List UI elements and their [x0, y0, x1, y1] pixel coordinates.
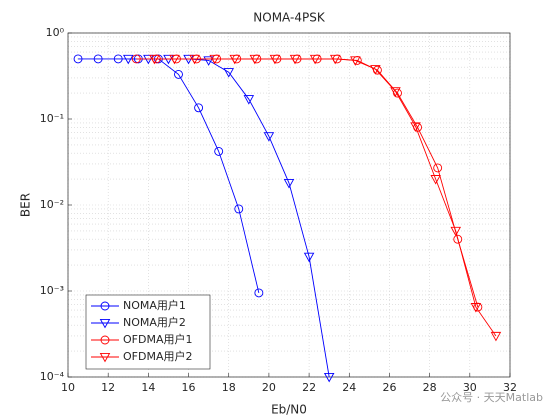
- data-point: [303, 252, 315, 263]
- data-point: [93, 54, 103, 64]
- data-point: [470, 303, 482, 313]
- data-point: [289, 54, 301, 65]
- y-tick-label: 10⁻³: [40, 284, 64, 297]
- y-tick-label: 10⁻²: [40, 198, 64, 211]
- data-point: [174, 69, 183, 79]
- data-point: [450, 226, 462, 237]
- x-tick-label: 24: [342, 381, 356, 394]
- x-tick-label: 10: [61, 381, 75, 394]
- data-point: [263, 132, 275, 142]
- y-tick-label: 10⁻¹: [40, 112, 64, 125]
- legend-marker: [100, 335, 110, 345]
- data-point: [169, 54, 180, 65]
- x-tick-label: 18: [222, 381, 236, 394]
- y-tick-label: 10⁰: [46, 26, 65, 39]
- data-point: [123, 54, 134, 65]
- data-point: [131, 54, 141, 64]
- data-point: [323, 372, 335, 383]
- data-point: [430, 175, 441, 185]
- data-point: [214, 146, 224, 156]
- x-tick-label: 26: [382, 381, 396, 394]
- data-point: [390, 87, 401, 97]
- data-point: [223, 68, 234, 78]
- legend-marker: [99, 318, 111, 329]
- y-axis-label: BER: [19, 193, 33, 217]
- legend-label: NOMA用户2: [123, 315, 186, 329]
- x-tick-label: 32: [503, 381, 517, 394]
- data-point: [209, 54, 220, 65]
- data-point: [189, 54, 200, 65]
- data-point: [269, 54, 281, 65]
- data-point: [410, 122, 421, 132]
- data-point: [113, 54, 123, 64]
- data-point: [194, 103, 204, 113]
- x-axis-label: Eb/N0: [271, 403, 307, 417]
- data-point: [283, 178, 295, 189]
- x-tick-label: 20: [262, 381, 276, 394]
- data-point: [229, 54, 241, 65]
- data-point: [453, 234, 463, 244]
- legend-marker: [100, 301, 110, 311]
- data-point: [203, 56, 214, 66]
- x-tick-label: 14: [141, 381, 155, 394]
- data-point: [249, 54, 261, 65]
- data-point: [370, 65, 381, 75]
- data-point: [433, 163, 443, 173]
- data-point: [309, 54, 321, 65]
- legend-label: NOMA用户1: [123, 298, 186, 312]
- series-line: [78, 58, 260, 294]
- data-point: [254, 288, 264, 298]
- legend-marker: [99, 352, 111, 363]
- data-point: [243, 95, 255, 105]
- plot-frame: [67, 32, 511, 378]
- x-tick-label: 30: [463, 381, 477, 394]
- data-point: [73, 54, 83, 64]
- watermark: 公众号 · 天天Matlab: [440, 391, 543, 404]
- x-tick-label: 16: [182, 381, 196, 394]
- data-point: [149, 54, 160, 65]
- legend-label: OFDMA用户2: [123, 349, 192, 363]
- y-tick-label: 10⁻⁴: [40, 370, 65, 383]
- data-point: [350, 56, 361, 66]
- series-line: [154, 58, 497, 337]
- chart-title: NOMA-4PSK: [253, 11, 326, 25]
- data-point: [329, 54, 341, 65]
- x-tick-label: 22: [302, 381, 316, 394]
- x-tick-label: 12: [101, 381, 115, 394]
- legend-label: OFDMA用户1: [123, 332, 192, 346]
- x-tick-label: 28: [423, 381, 437, 394]
- data-point: [490, 331, 502, 342]
- data-point: [234, 204, 244, 214]
